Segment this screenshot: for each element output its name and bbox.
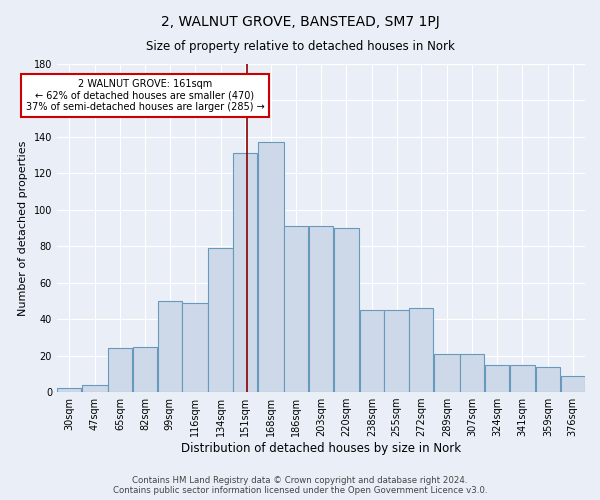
Bar bbox=[133, 346, 157, 392]
Bar bbox=[460, 354, 484, 392]
Bar bbox=[108, 348, 132, 392]
Bar bbox=[233, 154, 257, 392]
Bar bbox=[309, 226, 333, 392]
Text: Size of property relative to detached houses in Nork: Size of property relative to detached ho… bbox=[146, 40, 454, 53]
Bar bbox=[182, 303, 208, 392]
Text: 2, WALNUT GROVE, BANSTEAD, SM7 1PJ: 2, WALNUT GROVE, BANSTEAD, SM7 1PJ bbox=[161, 15, 439, 29]
Bar bbox=[82, 385, 107, 392]
Bar bbox=[385, 310, 409, 392]
Bar bbox=[509, 364, 535, 392]
Bar bbox=[360, 310, 384, 392]
Y-axis label: Number of detached properties: Number of detached properties bbox=[18, 140, 28, 316]
Bar bbox=[485, 364, 509, 392]
Bar bbox=[560, 376, 585, 392]
Bar bbox=[208, 248, 233, 392]
Bar bbox=[258, 142, 284, 392]
Bar bbox=[284, 226, 308, 392]
Text: Contains HM Land Registry data © Crown copyright and database right 2024.
Contai: Contains HM Land Registry data © Crown c… bbox=[113, 476, 487, 495]
Bar bbox=[334, 228, 359, 392]
Bar bbox=[536, 366, 560, 392]
Bar bbox=[158, 301, 182, 392]
Bar bbox=[57, 388, 82, 392]
Text: 2 WALNUT GROVE: 161sqm
← 62% of detached houses are smaller (470)
37% of semi-de: 2 WALNUT GROVE: 161sqm ← 62% of detached… bbox=[26, 78, 264, 112]
X-axis label: Distribution of detached houses by size in Nork: Distribution of detached houses by size … bbox=[181, 442, 461, 455]
Bar bbox=[409, 308, 433, 392]
Bar bbox=[434, 354, 460, 392]
